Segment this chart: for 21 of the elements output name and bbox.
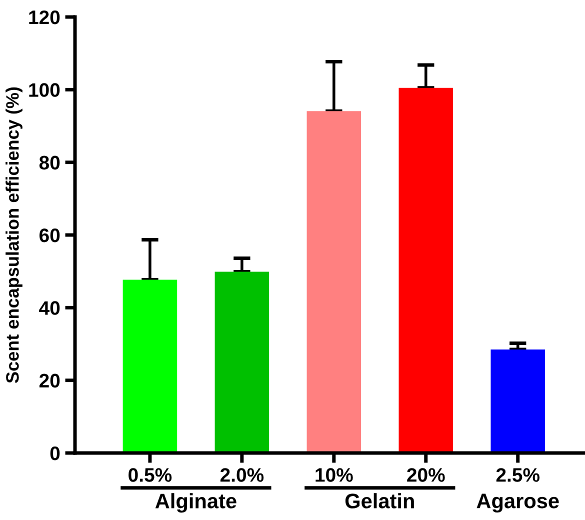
text: Alginate <box>155 493 236 513</box>
x-tick-label: 2.0% <box>220 468 264 482</box>
text: Gelatin <box>345 493 414 508</box>
y-tick-label: 80 <box>39 156 60 170</box>
bar <box>214 272 270 453</box>
x-tick-label: 10% <box>316 468 353 482</box>
x-tick-label: 0.5% <box>128 468 172 482</box>
bar <box>398 88 454 453</box>
y-tick-label: 120 <box>29 10 60 24</box>
y-tick-label: 40 <box>39 301 60 315</box>
bar <box>490 349 545 453</box>
y-tick-label: 60 <box>40 228 60 242</box>
x-tick-label: 20% <box>407 468 445 482</box>
y-tick-label: 100 <box>29 83 60 97</box>
bar <box>306 111 362 453</box>
y-tick-label: 20 <box>39 374 60 388</box>
y-axis-title: Scent encapsulation efficiency (%) <box>6 87 22 383</box>
x-tick-label: 2.5% <box>496 468 540 482</box>
y-tick-label: 0 <box>50 446 60 460</box>
text: Agarose <box>476 494 559 513</box>
bar <box>122 280 178 453</box>
